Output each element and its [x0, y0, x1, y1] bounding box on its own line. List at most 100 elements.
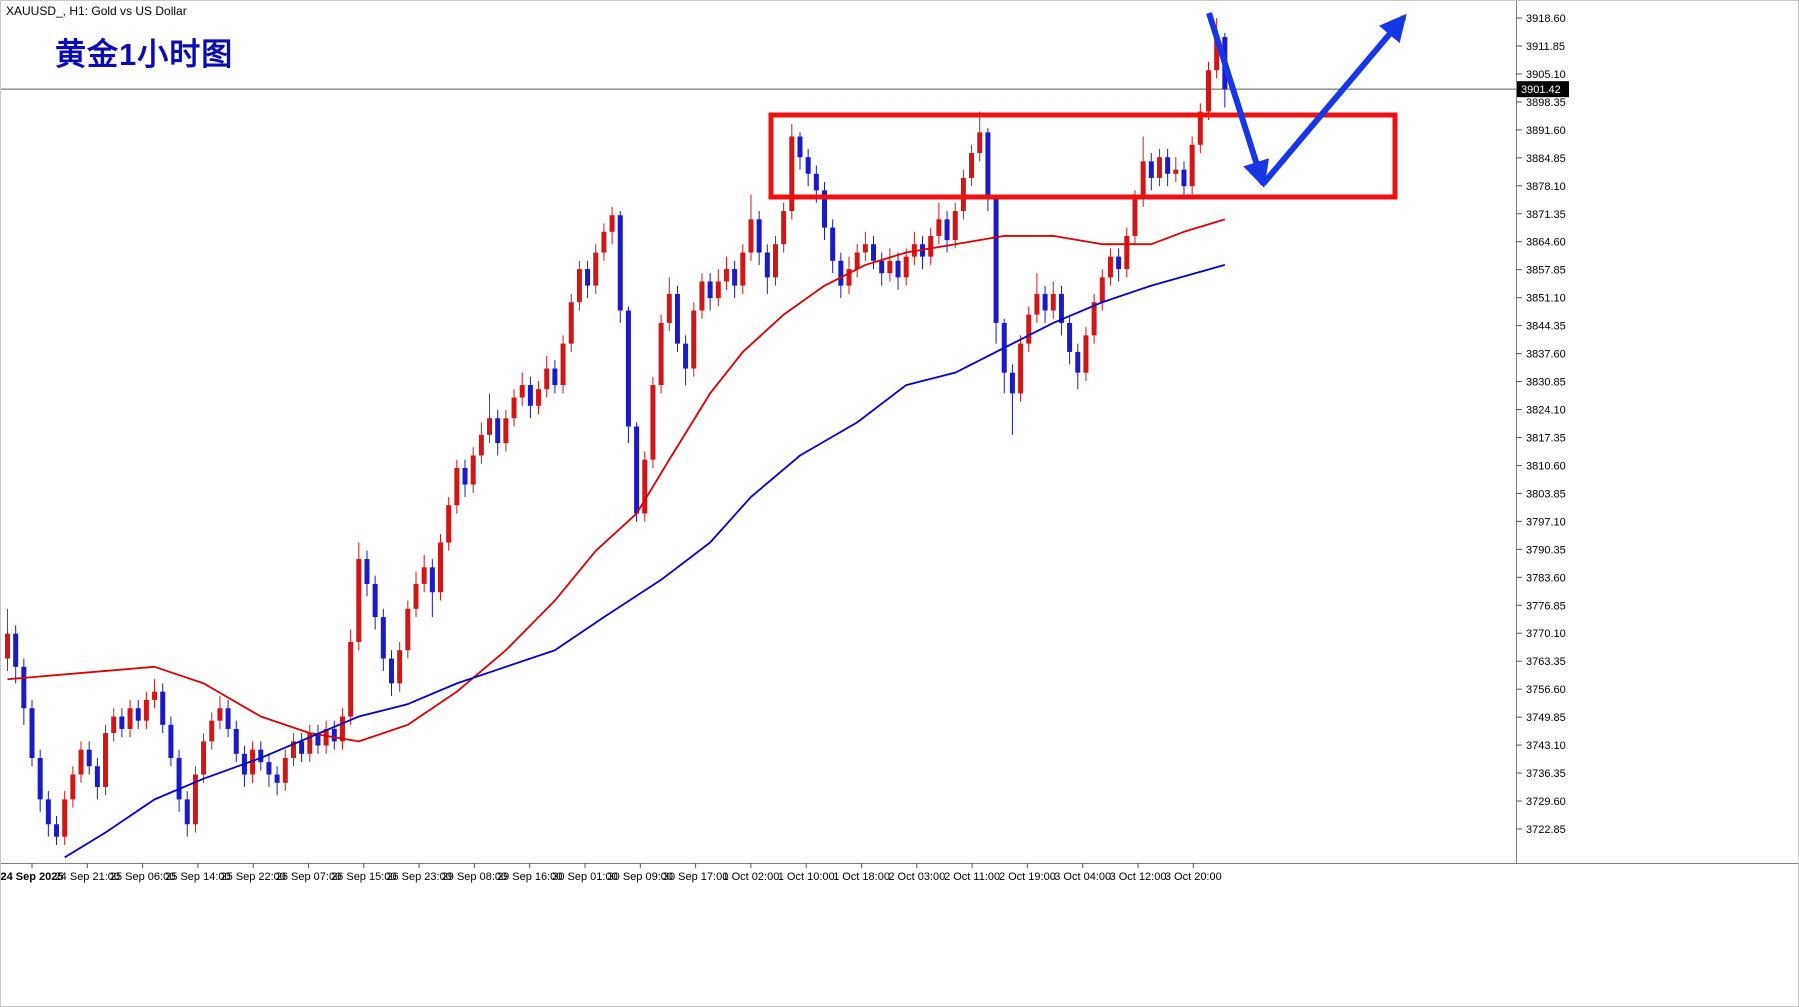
time-axis-label: 26 Sep 07:00: [276, 871, 341, 883]
time-axis-label: 30 Sep 09:00: [608, 871, 673, 883]
candle-body: [527, 385, 533, 406]
candle-body: [1197, 111, 1203, 145]
candle-body: [895, 260, 901, 278]
candle-body: [478, 434, 484, 456]
candle-body: [503, 418, 509, 444]
candle-body: [928, 235, 934, 257]
candle-body: [1067, 322, 1073, 352]
price-axis-label: 3810.60: [1526, 460, 1566, 472]
candle-body: [1091, 302, 1097, 336]
candle-body: [813, 173, 819, 191]
time-axis-label: 26 Sep 15:00: [331, 871, 396, 883]
candle-body: [969, 153, 975, 178]
candle-body: [29, 708, 35, 758]
candle-body: [405, 608, 411, 651]
candle-body: [879, 260, 885, 274]
candle-body: [225, 708, 231, 729]
price-axis[interactable]: 3918.60 3911.85 3905.10 3898.35 3891.60 3884.…: [1516, 13, 1566, 836]
time-axis-label: 2 Oct 11:00: [944, 871, 1000, 883]
candle-body: [993, 198, 999, 323]
candle-body: [1205, 70, 1211, 112]
candle-body: [1042, 293, 1048, 311]
current-price-tag-text: 3901.42: [1521, 84, 1561, 96]
candle-body: [1026, 314, 1032, 344]
candle-body: [748, 219, 754, 253]
candle-body: [487, 418, 493, 435]
candle-body: [830, 227, 836, 261]
candle-body: [160, 691, 166, 725]
time-axis-label: 3 Oct 04:00: [1054, 871, 1111, 883]
price-axis-label: 3830.85: [1526, 377, 1566, 389]
candle-body: [699, 281, 705, 311]
candle-body: [192, 774, 198, 825]
candle-body: [315, 733, 321, 746]
candle-body: [1099, 277, 1105, 303]
price-axis-label: 3817.35: [1526, 432, 1566, 444]
candle-body: [152, 691, 158, 700]
candle-body: [772, 244, 778, 278]
price-axis-label: 3857.85: [1526, 265, 1566, 277]
candle-body: [576, 269, 582, 303]
projection-arrow-up[interactable]: [1260, 13, 1407, 186]
candle-body: [307, 733, 313, 754]
candle-body: [135, 708, 141, 721]
price-axis-label: 3776.85: [1526, 600, 1566, 612]
candlestick-series: [5, 18, 1228, 845]
candle-body: [380, 617, 386, 659]
candle-body: [5, 633, 10, 659]
candle-body: [233, 728, 239, 754]
candle-body: [94, 766, 100, 787]
price-axis-label: 3763.35: [1526, 656, 1566, 668]
candle-body: [299, 741, 305, 754]
chart-window-title: XAUUSD_, H1: Gold vs US Dollar: [6, 4, 187, 18]
candle-body: [666, 293, 672, 323]
candle-body: [282, 757, 288, 783]
candle-body: [413, 583, 419, 609]
time-axis-label: 24 Sep 2025: [1, 871, 64, 883]
time-axis-label: 25 Sep 22:00: [220, 871, 285, 883]
candle-body: [511, 397, 517, 419]
candle-body: [944, 219, 950, 241]
candle-body: [421, 567, 427, 584]
candle-body: [201, 741, 207, 775]
candle-body: [903, 256, 909, 278]
candle-body: [789, 136, 795, 212]
candle-body: [781, 211, 787, 245]
candle-body: [1148, 161, 1154, 178]
candle-body: [1124, 235, 1130, 270]
price-axis-label: 3770.10: [1526, 628, 1566, 640]
candle-body: [250, 749, 256, 775]
price-axis-label: 3756.60: [1526, 684, 1566, 696]
candle-body: [176, 757, 182, 800]
candle-body: [13, 633, 19, 667]
projection-arrow-down[interactable]: [1206, 12, 1270, 189]
candle-body: [127, 708, 133, 729]
support-zone-rectangle[interactable]: [768, 112, 1398, 200]
candle-body: [1018, 343, 1024, 394]
price-axis-label: 3911.85: [1526, 41, 1565, 53]
candle-body: [977, 132, 983, 154]
time-axis-label: 1 Oct 18:00: [833, 871, 890, 883]
candle-body: [1034, 293, 1040, 315]
candle-body: [54, 824, 60, 837]
candle-body: [1116, 256, 1122, 270]
candle-body: [609, 215, 615, 232]
candle-body: [854, 252, 860, 270]
candle-body: [740, 252, 746, 286]
price-axis-label: 3864.60: [1526, 237, 1566, 249]
candle-body: [1107, 256, 1113, 278]
price-axis-label: 3749.85: [1526, 712, 1566, 724]
chart-annotation-title: 黄金1小时图: [55, 37, 234, 72]
candle-body: [217, 708, 223, 721]
candle-body: [331, 728, 337, 742]
candle-body: [86, 749, 92, 767]
candle-body: [617, 215, 623, 311]
candle-body: [985, 132, 991, 199]
candle-body: [544, 368, 550, 390]
candle-body: [274, 774, 280, 783]
time-axis-label: 3 Oct 20:00: [1165, 871, 1222, 883]
price-axis-label: 3844.35: [1526, 321, 1566, 333]
